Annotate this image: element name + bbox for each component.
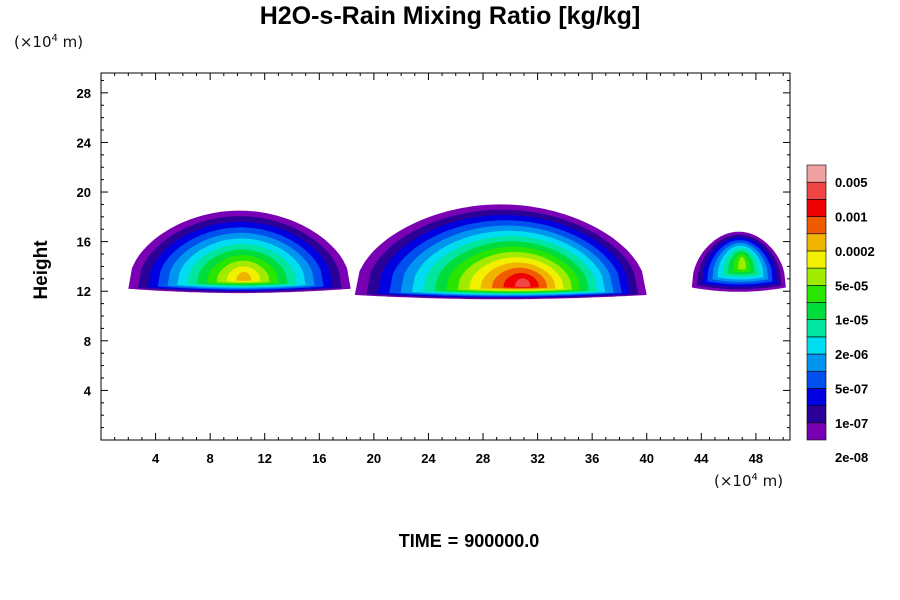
x-tick-label: 40 (640, 451, 654, 466)
colorbar-box (806, 405, 827, 424)
colorbar-box (806, 302, 827, 320)
y-tick-label: 24 (77, 135, 92, 150)
x-tick-label: 48 (749, 451, 763, 466)
time-value: 900000.0 (464, 531, 540, 551)
contour-level-15 (514, 278, 531, 287)
colorbar-box (806, 267, 827, 286)
colorbar-label: 2e-08 (835, 450, 868, 465)
colorbar-box (806, 319, 827, 338)
colorbar: 0.005 0.001 0.0002 5e-05 1e-05 2e-06 5e-07 1e-0… (806, 164, 875, 465)
chart-title: H2O-s-Rain Mixing Ratio [kg/kg] (259, 2, 641, 30)
y-unit-exponent: 4 (51, 33, 58, 44)
x-axis-unit: (×104 m) (714, 472, 783, 490)
colorbar-box (806, 250, 827, 269)
plot-frame (100, 72, 791, 441)
x-tick-label: 8 (207, 451, 214, 466)
x-tick-label: 44 (694, 451, 709, 466)
time-stamp: TIME = 900000.0 (398, 531, 540, 551)
cloud-2 (354, 204, 647, 300)
colorbar-box (806, 216, 827, 235)
y-axis-unit: (×104 m) (14, 33, 83, 51)
colorbar-box (806, 233, 827, 252)
x-tick-label: 12 (257, 451, 271, 466)
x-unit-suffix: m) (757, 472, 784, 490)
colorbar-label: 1e-05 (835, 313, 868, 328)
x-tick-label: 4 (152, 451, 160, 466)
x-unit-prefix: (×10 (714, 472, 752, 490)
colorbar-label: 2e-06 (835, 347, 868, 362)
colorbar-box (806, 370, 827, 389)
colorbar-label: 5e-07 (835, 381, 868, 396)
x-tick-label: 16 (312, 451, 326, 466)
x-tick-label: 32 (530, 451, 544, 466)
y-tick-label: 12 (77, 284, 91, 299)
colorbar-box (806, 388, 827, 406)
colorbar-box (806, 336, 827, 355)
colorbar-label: 0.0002 (835, 244, 875, 259)
colorbar-label: 5e-05 (835, 278, 868, 293)
x-tick-label: 24 (421, 451, 436, 466)
colorbar-label: 1e-07 (835, 416, 868, 431)
y-tick-label: 16 (77, 235, 91, 250)
y-tick-label: 4 (84, 383, 92, 398)
cloud-3 (691, 231, 786, 292)
y-tick-label: 8 (84, 334, 91, 349)
y-unit-suffix: m) (57, 33, 84, 51)
x-tick-label: 20 (367, 451, 381, 466)
colorbar-box (806, 353, 827, 372)
cloud-1 (128, 210, 351, 294)
colorbar-label: 0.001 (835, 210, 868, 225)
colorbar-box (806, 164, 827, 183)
colorbar-box (806, 199, 827, 217)
contour-level-12 (236, 271, 252, 281)
colorbar-box (806, 181, 827, 200)
plot-area (128, 204, 786, 300)
contour-level-10 (738, 256, 746, 270)
y-tick-label: 28 (77, 86, 91, 101)
x-unit-exponent: 4 (751, 472, 758, 483)
colorbar-label: 0.005 (835, 175, 868, 190)
colorbar-box (806, 422, 827, 441)
y-tick-label: 20 (77, 185, 91, 200)
x-tick-label: 28 (476, 451, 490, 466)
colorbar-box (806, 285, 827, 303)
time-label: TIME (398, 531, 442, 551)
x-tick-label: 36 (585, 451, 599, 466)
y-unit-prefix: (×10 (14, 33, 52, 51)
